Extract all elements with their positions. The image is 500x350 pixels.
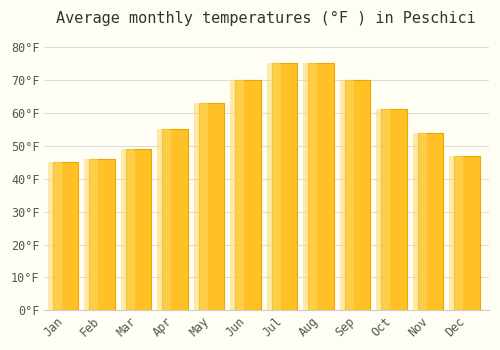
Bar: [90, 159, 115, 310]
Bar: [272, 63, 297, 310]
Bar: [230, 80, 244, 310]
Bar: [84, 159, 98, 310]
Bar: [267, 63, 281, 310]
Bar: [199, 103, 224, 310]
Bar: [194, 103, 208, 310]
Bar: [376, 110, 390, 310]
Bar: [162, 129, 188, 310]
Bar: [413, 133, 427, 310]
Title: Average monthly temperatures (°F ) in Peschici: Average monthly temperatures (°F ) in Pe…: [56, 11, 476, 26]
Bar: [48, 162, 62, 310]
Bar: [304, 63, 318, 310]
Bar: [418, 133, 444, 310]
Bar: [236, 80, 261, 310]
Bar: [345, 80, 370, 310]
Bar: [53, 162, 78, 310]
Bar: [449, 156, 464, 310]
Bar: [308, 63, 334, 310]
Bar: [121, 149, 135, 310]
Bar: [454, 156, 480, 310]
Bar: [158, 129, 172, 310]
Bar: [126, 149, 152, 310]
Bar: [382, 110, 407, 310]
Bar: [340, 80, 354, 310]
